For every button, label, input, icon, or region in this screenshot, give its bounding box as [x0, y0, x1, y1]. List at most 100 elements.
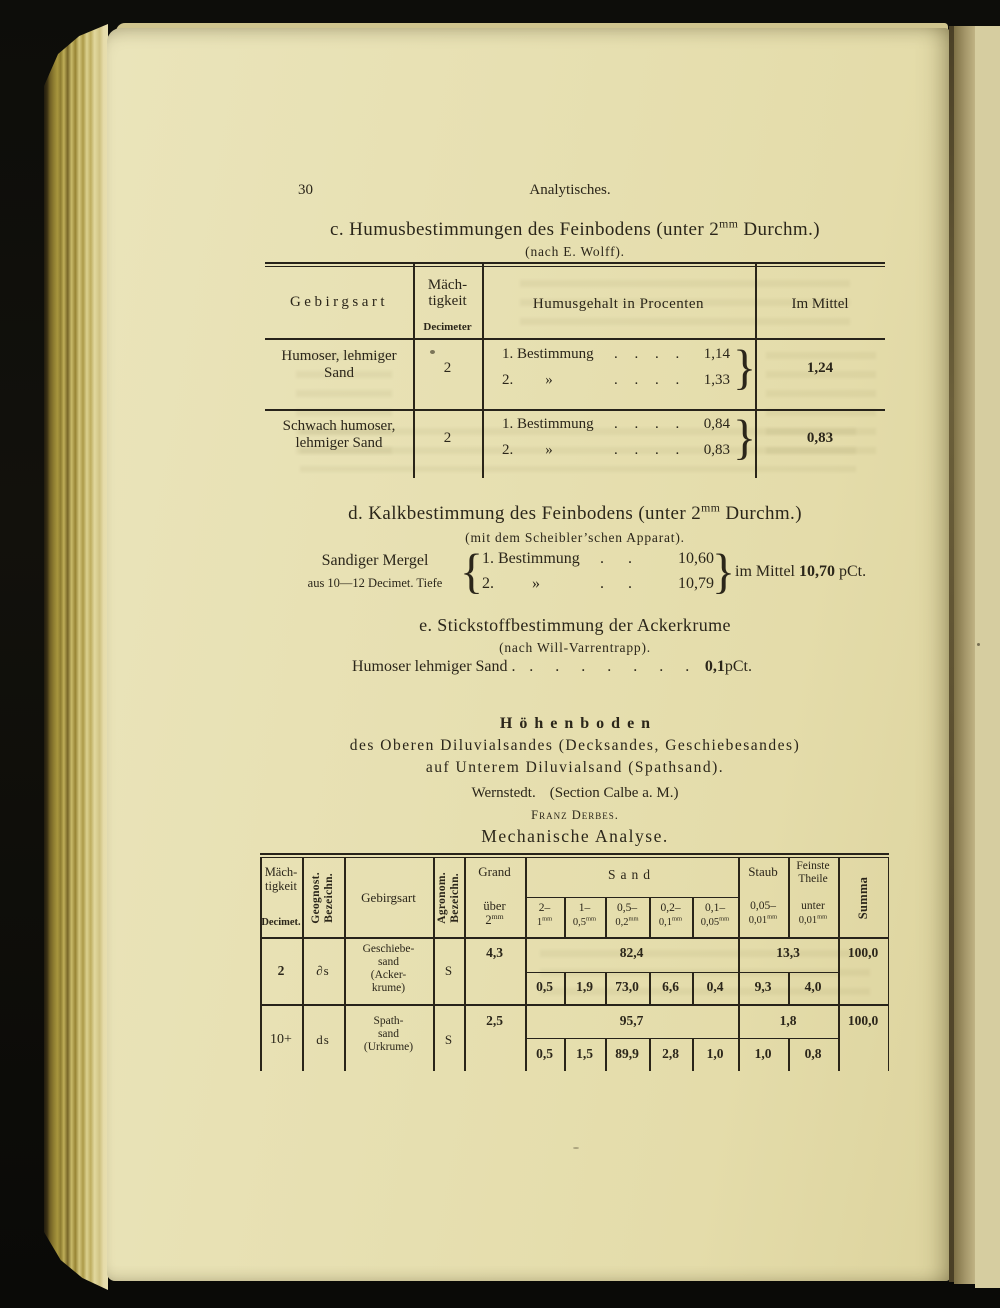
col-header-staub-range: 0,05– 0,01mm	[748, 900, 778, 926]
page-number: 30	[298, 182, 313, 198]
gutter-shadow	[954, 26, 975, 1284]
locality-line: Wernstedt. (Section Calbe a. M.)	[471, 785, 679, 801]
col-header-maechtigkeit: Mäch-tigkeit	[264, 865, 298, 894]
cell-gebirgsart: Humoser, lehmiger Sand	[281, 348, 397, 381]
cell-sand-frac: 1,0	[706, 1046, 724, 1061]
cell-geognost-symbol: ∂s	[316, 963, 330, 978]
bleedthrough-smudge	[520, 280, 850, 330]
col-header-decimet: Decimet.	[261, 917, 301, 928]
cell-maechtigkeit: 10+	[270, 1032, 292, 1047]
running-header: Analytisches.	[529, 182, 611, 198]
cell-sand-frac: 0,5	[536, 1046, 553, 1061]
cell-geognost-symbol: ds	[316, 1032, 330, 1047]
section-c-subtitle: (nach E. Wolff).	[525, 244, 625, 259]
kalk-result: im Mittel 10,70 pCt.	[735, 563, 867, 580]
cell-feinste: 0,8	[804, 1046, 822, 1061]
col-header-grand: Grand	[478, 864, 511, 879]
ink-speck	[430, 350, 435, 354]
humus-row: Humoser, lehmiger Sand 2 1. Bestimmung. .…	[265, 338, 885, 409]
bestimmung-line-1: 1. Bestimmung. . . . 1,14	[502, 346, 730, 362]
brace: }	[733, 340, 757, 395]
kalk-block: Sandiger Mergel aus 10—12 Decimet. Tiefe…	[270, 544, 895, 600]
facing-page-sliver	[975, 26, 1000, 1288]
sand-subcol-header: 0,5– 0,2mm	[615, 902, 639, 928]
sand-subcol-header: 0,2– 0,1mm	[658, 902, 683, 928]
cell-maechtigkeit: 2	[277, 963, 285, 978]
col-header-feinste-range: unter 0,01mm	[798, 900, 828, 926]
cell-agronom-symbol: S	[444, 1032, 453, 1047]
author-line: Franz Derbes.	[531, 808, 619, 822]
cell-grand: 4,3	[486, 945, 503, 960]
col-header-decimeter: Decimeter	[423, 321, 472, 333]
section-e-heading: e. Stickstoffbestimmung der Ackerkrume	[419, 615, 731, 635]
cell-sand-frac: 6,6	[662, 979, 679, 994]
col-header-humusgehalt: Humusgehalt in Procenten	[532, 296, 705, 312]
cell-summa: 100,0	[847, 945, 879, 960]
humus-row: Schwach humoser, lehmiger Sand 2 1. Besti…	[265, 409, 885, 478]
kalk-sample-name: Sandiger Mergel	[321, 552, 429, 569]
cell-sand-frac: 1,9	[576, 979, 593, 994]
cell-grand: 2,5	[486, 1013, 503, 1028]
col-header-summa: Summa	[855, 876, 870, 919]
stickstoff-line: Humoser lehmiger Sand . . . . . . . . 0,…	[352, 658, 752, 675]
kalk-sample-depth: aus 10—12 Decimet. Tiefe	[307, 576, 443, 590]
bleedthrough-smudge	[540, 950, 870, 1006]
col-header-staub: Staub	[748, 864, 778, 879]
section-d-heading: d. Kalkbestimmung des Feinbodens (unter …	[348, 501, 802, 524]
col-header-agronom: Agronom. Bezeichn.	[435, 871, 461, 924]
kalk-line-2: 2.». . 10,79	[482, 575, 714, 592]
ink-speck	[573, 1147, 579, 1149]
sand-subcol-header: 2– 1mm	[536, 902, 553, 928]
mechanische-analyse-table: Mäch-tigkeit Decimet. Geognost. Bezeichn.…	[260, 853, 889, 1071]
cell-staub: 9,3	[754, 979, 772, 994]
cell-gebirgsart: Geschiebe-sand (Acker-krume)	[362, 943, 415, 994]
col-header-maechtigkeit: Mäch-tigkeit	[427, 277, 468, 309]
cell-sand-frac: 73,0	[615, 979, 639, 994]
bleedthrough-smudge	[300, 428, 856, 472]
col-header-gebirgsart: Gebirgsart	[361, 890, 416, 905]
cell-sand-frac: 0,5	[536, 979, 553, 994]
cell-staub-feinste-total: 13,3	[776, 945, 800, 960]
section-c-heading: c. Humusbestimmungen des Feinbodens (unt…	[330, 217, 820, 240]
ink-speck	[977, 643, 980, 646]
section-e-subtitle: (nach Will-Varrentrapp).	[499, 640, 651, 655]
hoehenboden-line2: auf Unterem Diluvialsand (Spathsand).	[425, 759, 725, 776]
hoehenboden-line1: des Oberen Diluvialsandes (Decksandes, G…	[349, 737, 801, 754]
cell-staub: 1,0	[754, 1046, 772, 1061]
cell-feinste: 4,0	[804, 979, 822, 994]
col-header-sand: Sand	[608, 867, 655, 882]
humus-table: Gebirgsart Mäch-tigkeit Decimeter Humusg…	[265, 262, 885, 478]
cell-gebirgsart: Schwach humoser, lehmiger Sand	[282, 418, 396, 451]
page-edge-stack	[44, 24, 108, 1290]
col-header-geognost: Geognost. Bezeichn.	[310, 871, 336, 924]
book-page	[107, 28, 950, 1281]
sand-subcol-header: 1– 0,5mm	[572, 902, 597, 928]
col-header-grand-sub: über 2mm	[483, 899, 506, 928]
bleedthrough-smudge	[296, 352, 392, 460]
sand-subcol-header: 0,1– 0,05mm	[700, 902, 730, 928]
section-d-subtitle: (mit dem Scheibler’schen Apparat).	[465, 530, 685, 545]
cell-agronom-symbol: S	[444, 963, 453, 978]
cell-sand-frac: 1,5	[576, 1046, 593, 1061]
gutter-line	[949, 26, 954, 1282]
bleedthrough-smudge	[766, 352, 876, 456]
brace: }	[733, 410, 757, 465]
cell-sand-frac: 89,9	[615, 1046, 639, 1061]
hoehenboden-title: Höhenboden	[499, 715, 658, 732]
cell-im-mittel: 0,83	[806, 430, 834, 446]
cell-im-mittel: 1,24	[806, 360, 834, 376]
cell-sand-total: 95,7	[619, 1013, 644, 1028]
cell-sand-frac: 2,8	[662, 1046, 679, 1061]
cell-sand-frac: 0,4	[706, 979, 724, 994]
analysis-title: Mechanische Analyse.	[481, 826, 669, 846]
bestimmung-line-2: 2.». . . . 1,33	[502, 372, 730, 388]
brace-left: {	[460, 544, 484, 599]
cell-maechtigkeit: 2	[443, 360, 452, 376]
cell-maechtigkeit: 2	[443, 430, 452, 446]
cell-staub-feinste-total: 1,8	[779, 1013, 797, 1028]
bestimmung-line-1: 1. Bestimmung. . . . 0,84	[502, 416, 730, 432]
cell-sand-total: 82,4	[619, 945, 644, 960]
col-header-feinste: Feinste Theile	[796, 860, 830, 886]
bestimmung-line-2: 2.». . . . 0,83	[502, 442, 730, 458]
